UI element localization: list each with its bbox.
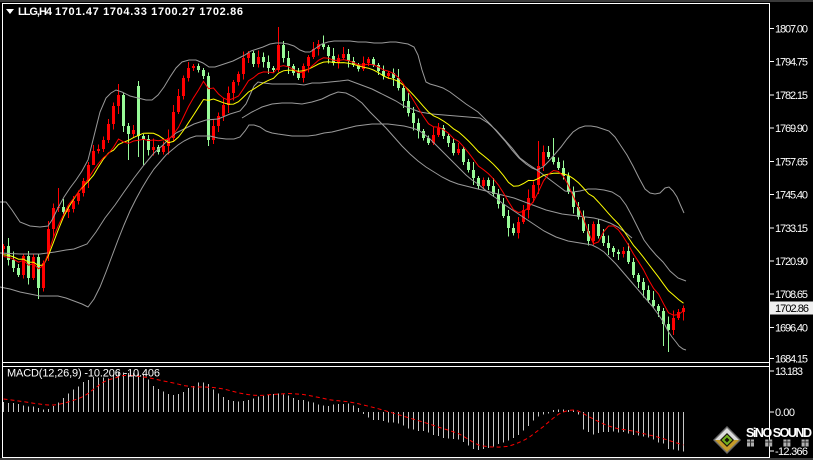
svg-text:1701.47 1704.33 1700.27 1702.8: 1701.47 1704.33 1700.27 1702.86 <box>55 6 243 18</box>
svg-text:1782.15: 1782.15 <box>775 90 808 102</box>
svg-text:1757.65: 1757.65 <box>775 156 808 168</box>
svg-text:1708.65: 1708.65 <box>775 289 808 301</box>
svg-text:0.00: 0.00 <box>775 407 795 419</box>
svg-text:1684.15: 1684.15 <box>775 353 808 365</box>
svg-text:-12.366: -12.366 <box>775 446 808 458</box>
svg-text:1696.40: 1696.40 <box>775 322 808 334</box>
svg-text:MACD(12,26,9) -10.206 -10.406: MACD(12,26,9) -10.206 -10.406 <box>7 368 160 380</box>
svg-text:LLG,H4: LLG,H4 <box>18 6 53 18</box>
svg-text:1733.15: 1733.15 <box>775 223 808 235</box>
svg-text:1769.90: 1769.90 <box>775 123 808 135</box>
svg-text:1720.90: 1720.90 <box>775 256 808 268</box>
svg-text:1794.75: 1794.75 <box>775 57 808 69</box>
svg-text:SiNO SOUND: SiNO SOUND <box>746 426 812 440</box>
svg-text:1702.86: 1702.86 <box>775 303 809 315</box>
svg-text:13.183: 13.183 <box>775 366 803 378</box>
svg-text:1807.00: 1807.00 <box>775 23 808 35</box>
svg-text:1745.40: 1745.40 <box>775 190 808 202</box>
